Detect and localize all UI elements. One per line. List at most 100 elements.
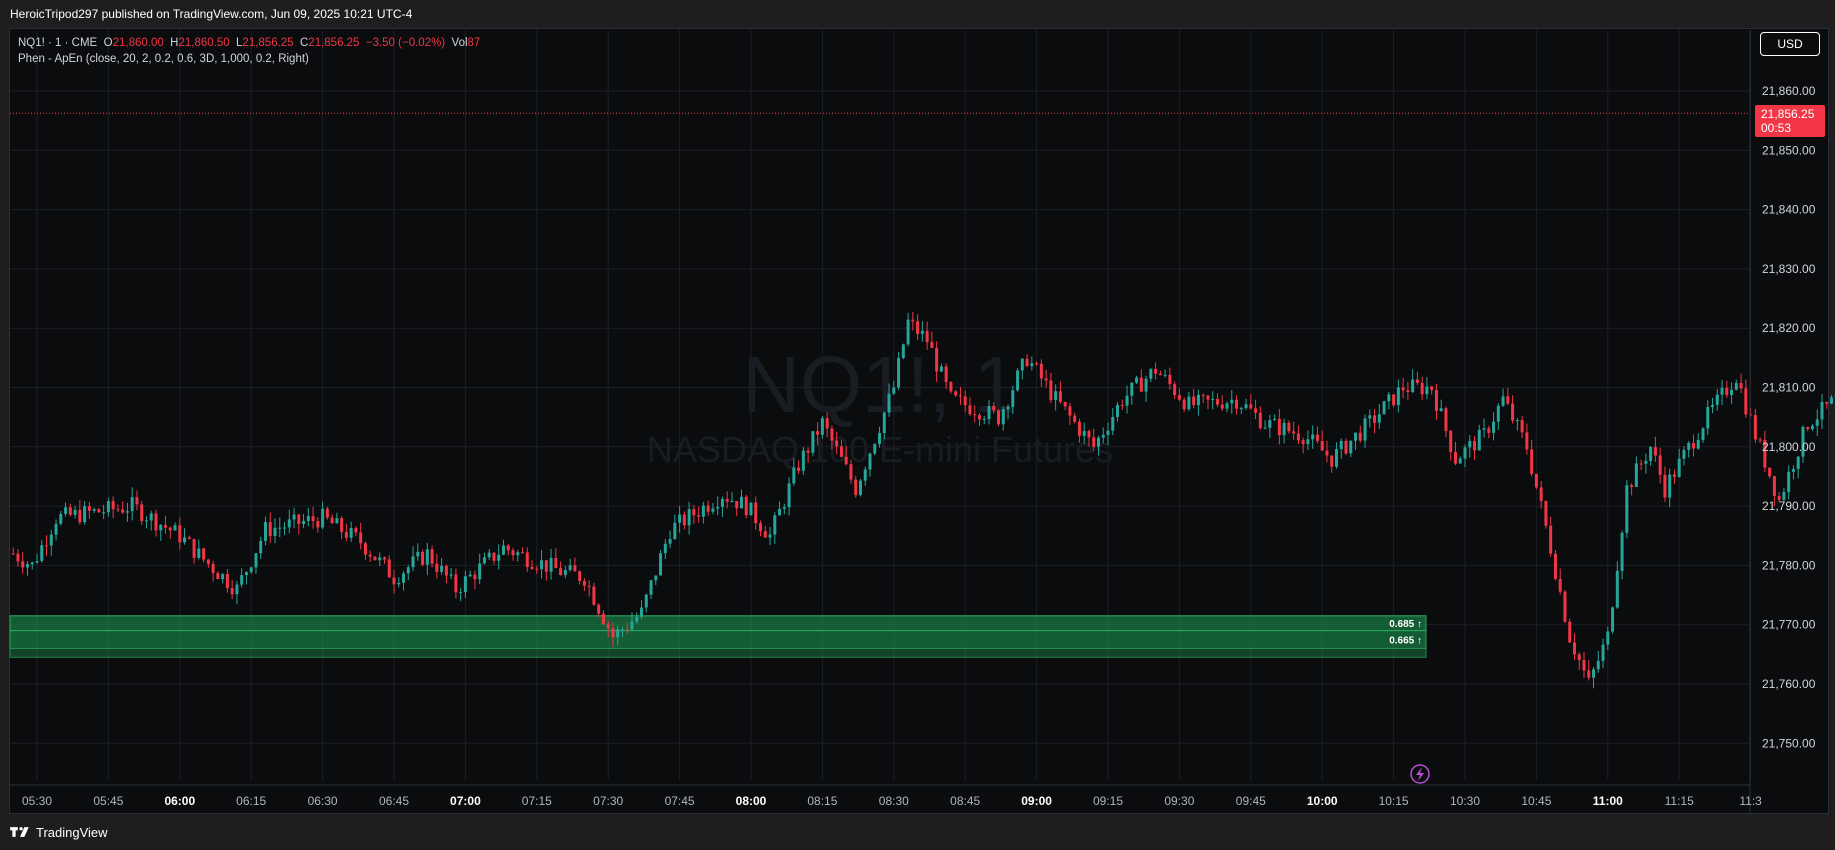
candle-body: [402, 573, 406, 583]
candle-body: [682, 514, 686, 526]
legend-indicator[interactable]: Phen - ApEn (close, 20, 2, 0.2, 0.6, 3D,…: [18, 53, 309, 65]
candle-body: [1425, 386, 1429, 395]
candle-body: [1468, 440, 1472, 448]
candle-body: [1482, 428, 1486, 430]
price-tick-label: 21,790.00: [1762, 499, 1816, 513]
candle-body: [892, 387, 896, 394]
candle-body: [649, 580, 653, 595]
candle-body: [1030, 363, 1034, 367]
candle-body: [1625, 485, 1629, 533]
time-tick-label: 08:15: [807, 794, 837, 808]
candle-body: [1225, 403, 1229, 409]
candle-body: [1263, 427, 1267, 429]
candle-body: [1387, 394, 1391, 402]
zone-box: [9, 615, 1427, 658]
candle-body: [344, 531, 348, 538]
candle-body: [1116, 404, 1120, 418]
candle-body: [164, 525, 168, 528]
candle-body: [92, 509, 96, 511]
candle-body: [1363, 418, 1367, 441]
time-tick-label: 08:30: [879, 794, 909, 808]
candle-body: [1006, 406, 1010, 410]
legend-low-value: 21,856.25: [242, 37, 294, 49]
price-tick-label: 21,820.00: [1762, 321, 1816, 335]
candle-body: [449, 574, 453, 576]
candle-body: [397, 582, 401, 585]
legend-change: −3.50 (−0.02%): [365, 37, 446, 49]
time-tick-label: 08:00: [736, 794, 767, 808]
candle-body: [1277, 418, 1281, 436]
candle-body: [1501, 396, 1505, 406]
candle-body: [816, 431, 820, 435]
candle-body: [973, 414, 977, 416]
candle-body: [1125, 395, 1129, 406]
candle-body: [1258, 412, 1262, 429]
candle-body: [1306, 439, 1310, 445]
candle-body: [949, 382, 953, 392]
candle-body: [1668, 474, 1672, 498]
candle-body: [297, 514, 301, 525]
candle-body: [478, 563, 482, 580]
candle-body: [1630, 485, 1634, 487]
time-tick-label: 07:15: [522, 794, 552, 808]
candle-body: [654, 575, 658, 581]
candle-body: [1658, 455, 1662, 475]
candle-body: [963, 396, 967, 406]
candle-body: [1782, 492, 1786, 500]
time-tick-label: 11:3: [1739, 794, 1762, 808]
candle-body: [687, 509, 691, 526]
candle-body: [906, 319, 910, 345]
legend-close-label: C: [299, 37, 309, 49]
candle-body: [1744, 388, 1748, 415]
candle-body: [1577, 654, 1581, 661]
candle-body: [49, 534, 53, 546]
candle-body: [1563, 591, 1567, 622]
candle-body: [440, 565, 444, 572]
footer-bar: TradingView: [0, 814, 1835, 850]
candle-body: [78, 509, 82, 523]
candle-body: [749, 502, 753, 516]
candle-body: [820, 418, 824, 435]
candle-body: [11, 553, 15, 555]
candle-body: [1611, 607, 1615, 632]
candle-body: [968, 405, 972, 415]
candle-body: [1201, 394, 1205, 396]
currency-button[interactable]: USD: [1760, 32, 1820, 56]
candle-body: [711, 508, 715, 512]
time-tick-label: 06:00: [164, 794, 195, 808]
candle-body: [640, 607, 644, 617]
candle-body: [1730, 389, 1734, 396]
candle-body: [706, 505, 710, 512]
candle-body: [1492, 421, 1496, 433]
candle-body: [1753, 415, 1757, 440]
candle-body: [1806, 427, 1810, 430]
candle-body: [1444, 408, 1448, 431]
candle-body: [1544, 501, 1548, 526]
candle-body: [1768, 467, 1772, 477]
tradingview-brand[interactable]: TradingView: [10, 824, 108, 840]
candle-body: [1063, 401, 1067, 407]
candle-body: [797, 467, 801, 471]
price-tick-label: 21,860.00: [1762, 84, 1816, 98]
candle-body: [1177, 395, 1181, 400]
price-tick-label: 21,800.00: [1762, 440, 1816, 454]
candle-body: [192, 538, 196, 558]
candle-body: [1487, 428, 1491, 433]
candle-body: [1520, 420, 1524, 433]
candle-body: [430, 549, 434, 564]
candle-body: [1020, 358, 1024, 371]
time-tick-label: 08:45: [950, 794, 980, 808]
candle-body: [1734, 383, 1738, 390]
candle-body: [806, 450, 810, 453]
candle-body: [173, 525, 177, 531]
candle-body: [425, 549, 429, 565]
candle-body: [1815, 419, 1819, 426]
price-tick-label: 21,840.00: [1762, 203, 1816, 217]
candle-body: [858, 480, 862, 495]
candle-body: [259, 540, 263, 554]
candle-body: [1377, 414, 1381, 423]
candle-body: [1758, 439, 1762, 441]
chart-frame[interactable]: [9, 28, 1829, 814]
candle-body: [1672, 474, 1676, 477]
